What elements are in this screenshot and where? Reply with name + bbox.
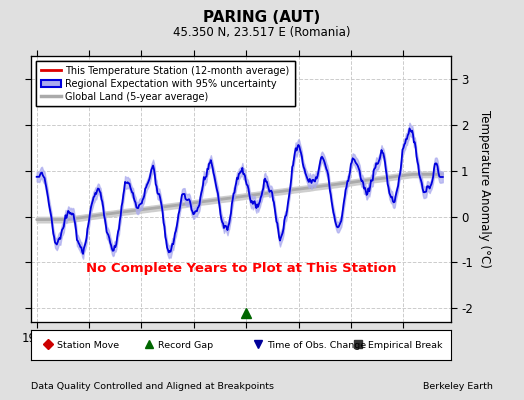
Text: No Complete Years to Plot at This Station: No Complete Years to Plot at This Statio… [86,262,397,275]
Text: Empirical Break: Empirical Break [368,340,442,350]
Text: PARING (AUT): PARING (AUT) [203,10,321,25]
Text: Station Move: Station Move [58,340,119,350]
Text: Berkeley Earth: Berkeley Earth [423,382,493,391]
Text: Data Quality Controlled and Aligned at Breakpoints: Data Quality Controlled and Aligned at B… [31,382,275,391]
Y-axis label: Temperature Anomaly (°C): Temperature Anomaly (°C) [478,110,492,268]
Text: Record Gap: Record Gap [158,340,213,350]
Text: Time of Obs. Change: Time of Obs. Change [267,340,366,350]
Text: 45.350 N, 23.517 E (Romania): 45.350 N, 23.517 E (Romania) [173,26,351,39]
Legend: This Temperature Station (12-month average), Regional Expectation with 95% uncer: This Temperature Station (12-month avera… [36,61,294,106]
